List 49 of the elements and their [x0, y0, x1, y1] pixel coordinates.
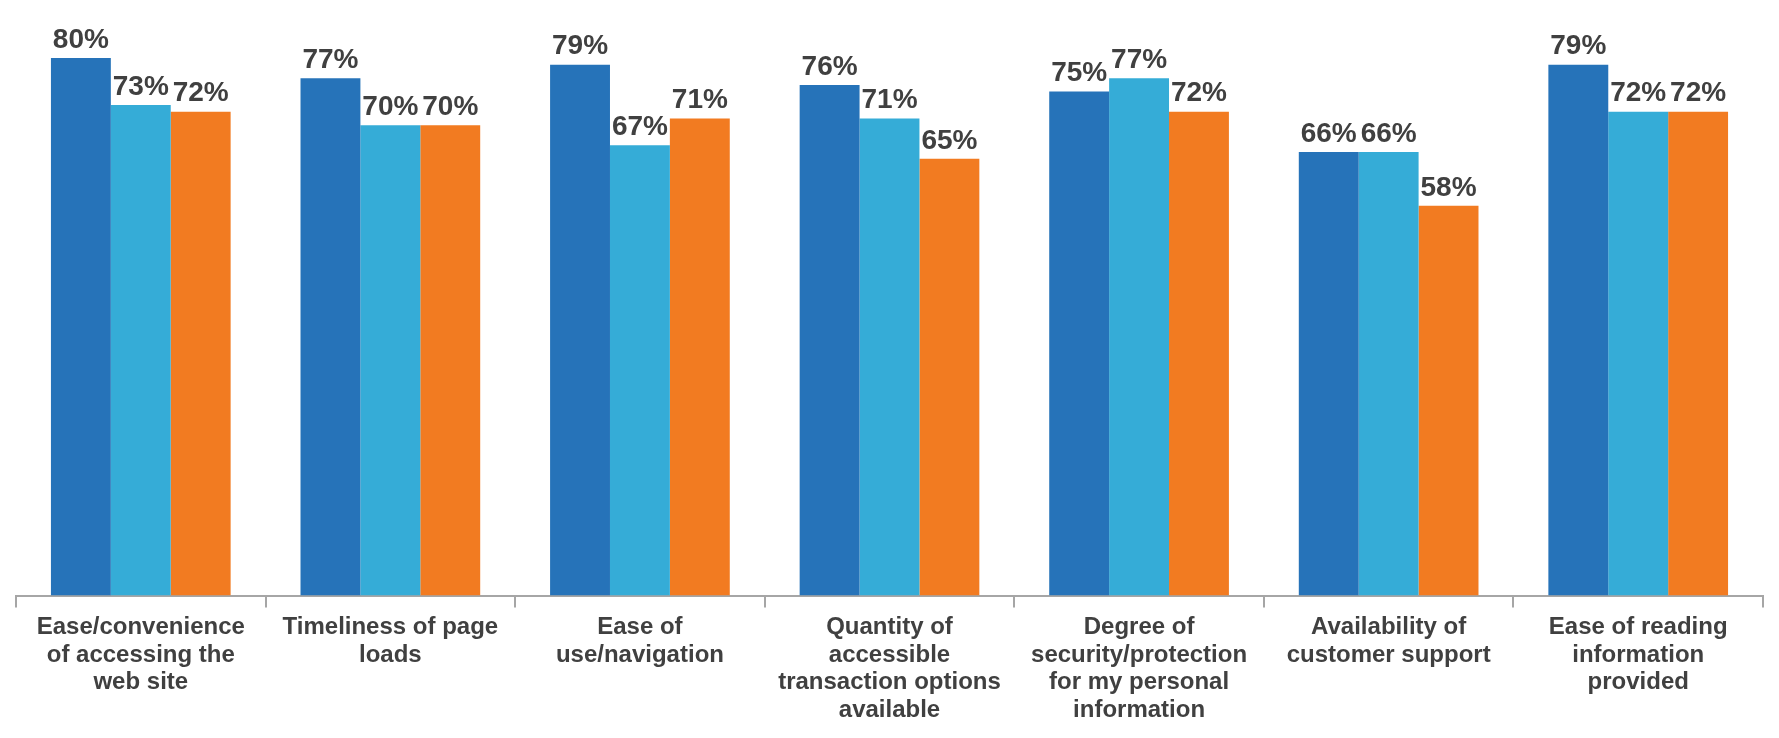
- x-tick-label: Ease of reading information provided: [1548, 612, 1728, 695]
- x-tick-label: Degree of security/protection for my personal information: [1031, 612, 1248, 722]
- x-tick-label: Availability of customer support: [1286, 612, 1491, 667]
- bar: [360, 125, 421, 596]
- data-label: 70%: [422, 89, 479, 121]
- bar: [1358, 152, 1419, 596]
- data-label: 66%: [1300, 116, 1357, 148]
- x-tick-label: Ease/convenience of accessing the web site: [36, 612, 245, 695]
- data-label: 73%: [112, 69, 169, 101]
- data-label: 58%: [1420, 170, 1477, 202]
- data-label: 77%: [302, 42, 359, 74]
- data-label: 67%: [611, 110, 669, 142]
- data-label: 71%: [671, 83, 728, 115]
- bar: [799, 84, 860, 596]
- bar: [1169, 111, 1229, 596]
- bar: [609, 145, 670, 596]
- data-label: 77%: [1111, 42, 1168, 74]
- bar: [1668, 111, 1729, 596]
- bar: [919, 158, 980, 596]
- data-label: 72%: [172, 76, 229, 108]
- data-label: 72%: [1170, 76, 1228, 108]
- bar: [110, 105, 171, 596]
- bar: [1608, 111, 1669, 596]
- bar: [859, 118, 920, 596]
- x-tick-label: Timeliness of page loads: [282, 612, 499, 667]
- bar: [300, 78, 361, 596]
- data-label: 72%: [1610, 76, 1667, 108]
- data-label: 76%: [801, 49, 858, 81]
- bar: [1298, 152, 1359, 596]
- bar: [1418, 205, 1479, 596]
- data-label: 79%: [1550, 29, 1607, 61]
- data-label: 71%: [861, 83, 918, 115]
- x-tick-label: Quantity of accessible transaction options available: [778, 612, 1001, 722]
- bar: [420, 125, 481, 596]
- data-label: 70%: [362, 89, 419, 121]
- data-label: 66%: [1360, 116, 1417, 148]
- data-label: 72%: [1670, 76, 1727, 108]
- bar: [669, 118, 730, 596]
- data-label: 80%: [52, 22, 110, 54]
- bar: [1109, 78, 1170, 596]
- data-label: 79%: [552, 29, 609, 61]
- bar: [550, 64, 610, 596]
- bar: [170, 111, 231, 596]
- x-tick-label: Ease of use/navigation: [555, 612, 724, 667]
- bar: [1548, 64, 1609, 596]
- data-label: 75%: [1051, 56, 1108, 88]
- bar: [1049, 91, 1110, 596]
- data-label: 65%: [921, 123, 978, 155]
- bar: [50, 58, 111, 596]
